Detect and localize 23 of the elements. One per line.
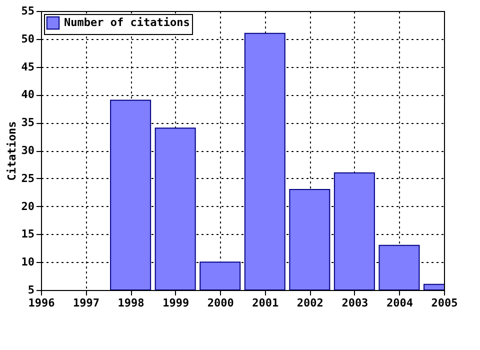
y-tick-label: 15 [21,228,34,241]
x-tick-label: 2002 [296,296,324,310]
y-tick-label: 35 [21,116,34,130]
legend-label: Number of citations [64,16,190,29]
x-tick-label: 2005 [431,296,458,310]
y-tick-label: 30 [21,144,34,157]
x-tick-label: 2004 [386,296,414,310]
x-tick-label: 1999 [162,296,190,310]
y-tick-label: 5 [28,284,34,296]
x-tick-label: 2000 [207,296,234,310]
y-tick-label: 40 [21,88,34,102]
y-tick-label: 25 [21,172,34,185]
x-tick-label: 1996 [28,296,56,310]
y-tick-label: 45 [21,60,34,74]
y-tick-label: 50 [21,32,34,46]
x-tick-label: 2001 [252,296,280,310]
y-tick-label: 55 [21,4,34,18]
x-tick-label: 2003 [342,296,368,310]
y-tick-label: 20 [21,200,34,213]
y-tick-label: 10 [21,256,34,269]
x-tick-label: 1998 [118,296,144,310]
x-tick-label: 1997 [73,296,100,310]
y-axis-title: Citations [5,121,18,181]
